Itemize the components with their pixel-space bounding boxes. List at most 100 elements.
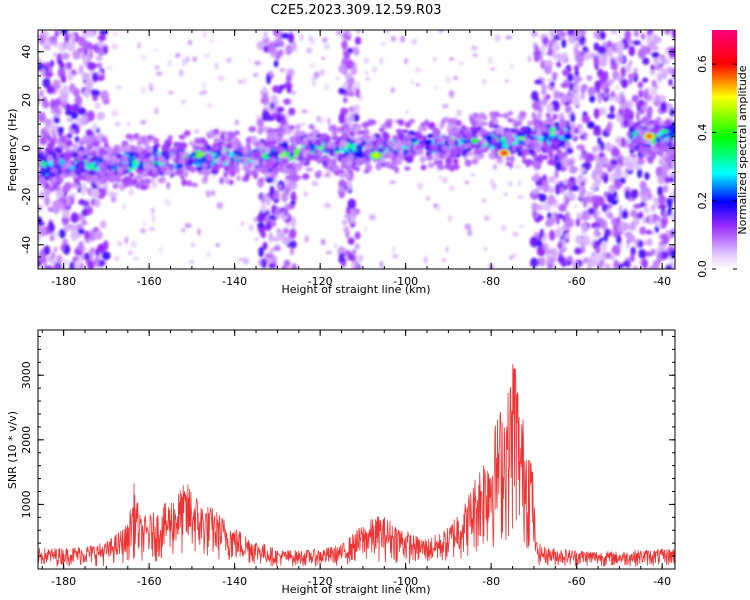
- heatmap-cell: [257, 222, 265, 229]
- heatmap-cell: [135, 157, 144, 162]
- heatmap-cell: [507, 181, 513, 187]
- heatmap-cell: [268, 232, 273, 243]
- heatmap-cell: [106, 146, 113, 155]
- heatmap-cell: [179, 142, 188, 150]
- heatmap-cell: [154, 143, 161, 148]
- heatmap-cell: [285, 74, 292, 83]
- heatmap-cell: [539, 120, 544, 127]
- heatmap-cell: [458, 61, 465, 66]
- heatmap-cell: [258, 246, 264, 258]
- heatmap-cell: [122, 164, 129, 171]
- heatmap-cell: [605, 141, 612, 152]
- heatmap-cell: [299, 122, 306, 126]
- heatmap-cell: [611, 58, 616, 66]
- heatmap-cell: [611, 148, 620, 157]
- heatmap-cell: [278, 40, 285, 48]
- heatmap-cell: [638, 89, 643, 99]
- heatmap-cell: [116, 158, 121, 164]
- heatmap-cell: [135, 183, 140, 189]
- heatmap-cell: [362, 159, 369, 165]
- heatmap-cell: [616, 41, 624, 52]
- heatmap-cell: [354, 243, 360, 250]
- heatmap-cell: [369, 135, 376, 142]
- heatmap-cell: [547, 197, 555, 203]
- heatmap-cell: [436, 168, 440, 172]
- heatmap-cell: [313, 71, 320, 79]
- heatmap-cell: [196, 152, 203, 159]
- heatmap-cell: [341, 220, 348, 226]
- heatmap-cell: [213, 145, 220, 152]
- heatmap-cell: [597, 136, 602, 146]
- heatmap-cell: [126, 121, 131, 128]
- heatmap-cell: [633, 162, 642, 171]
- heatmap-cell: [177, 167, 184, 176]
- heatmap-cell: [511, 118, 518, 124]
- heatmap-cell: [316, 150, 323, 156]
- heatmap-cell: [140, 119, 147, 125]
- heatmap-cell: [669, 249, 675, 259]
- heatmap-cell: [593, 177, 602, 186]
- heatmap-cell: [361, 121, 370, 128]
- heatmap-cell: [287, 32, 295, 44]
- heatmap-cell: [447, 123, 454, 130]
- heatmap-cell: [277, 49, 284, 57]
- heatmap-cell: [83, 88, 91, 98]
- heatmap-cell: [291, 173, 300, 182]
- heatmap-cell: [593, 125, 602, 136]
- heatmap-cell: [139, 178, 145, 186]
- heatmap-cell: [69, 261, 75, 269]
- heatmap-cell: [549, 30, 555, 39]
- heatmap-cell: [40, 161, 47, 167]
- heatmap-cell: [354, 231, 361, 240]
- heatmap-cell: [570, 185, 580, 192]
- heatmap-cell: [81, 187, 86, 197]
- heatmap-cell: [517, 195, 524, 199]
- heatmap-cell: [88, 143, 94, 150]
- heatmap-cell: [420, 164, 427, 171]
- heatmap-cell: [100, 90, 110, 102]
- heatmap-cell: [214, 62, 219, 70]
- heatmap-cell: [505, 35, 513, 40]
- heatmap-cell: [581, 223, 588, 232]
- heatmap-cell: [551, 72, 558, 82]
- heatmap-cell: [517, 180, 522, 187]
- heatmap-cell: [480, 121, 488, 127]
- heatmap-cell: [593, 253, 602, 263]
- heatmap-cell: [594, 226, 600, 237]
- heatmap-cell: [638, 239, 644, 248]
- heatmap-cell: [614, 94, 621, 103]
- heatmap-cell: [535, 145, 541, 153]
- heatmap-cell: [78, 165, 86, 170]
- heatmap-cell: [424, 119, 429, 125]
- heatmap-cell: [73, 178, 80, 184]
- heatmap-cell: [61, 215, 70, 226]
- heatmap-cell: [52, 51, 57, 59]
- heatmap-cell: [556, 148, 562, 156]
- heatmap-cell: [225, 142, 233, 150]
- heatmap-cell: [49, 122, 55, 130]
- heatmap-cell: [575, 217, 581, 227]
- heatmap-cell: [356, 30, 361, 34]
- heatmap-cell: [651, 51, 660, 59]
- heatmap-cell: [572, 261, 580, 269]
- heatmap-cell: [618, 108, 623, 116]
- heatmap-cell: [557, 255, 565, 263]
- heatmap-cell: [605, 252, 612, 259]
- heatmap-cell: [276, 146, 285, 154]
- heatmap-cell: [592, 146, 598, 154]
- heatmap-cell: [594, 80, 601, 90]
- heatmap-cell: [642, 259, 648, 269]
- heatmap-cell: [190, 152, 197, 157]
- heatmap-cell: [579, 189, 585, 200]
- heatmap-cell: [654, 220, 662, 227]
- heatmap-cell: [214, 137, 220, 143]
- heatmap-cell: [290, 193, 296, 200]
- heatmap-cell: [41, 67, 46, 78]
- heatmap-cell: [271, 168, 279, 174]
- heatmap-cell: [345, 159, 353, 167]
- heatmap-cell: [555, 30, 563, 35]
- heatmap-cell: [261, 258, 267, 269]
- heatmap-cell: [95, 145, 100, 154]
- heatmap-cell: [561, 38, 567, 48]
- heatmap-cell: [538, 204, 543, 211]
